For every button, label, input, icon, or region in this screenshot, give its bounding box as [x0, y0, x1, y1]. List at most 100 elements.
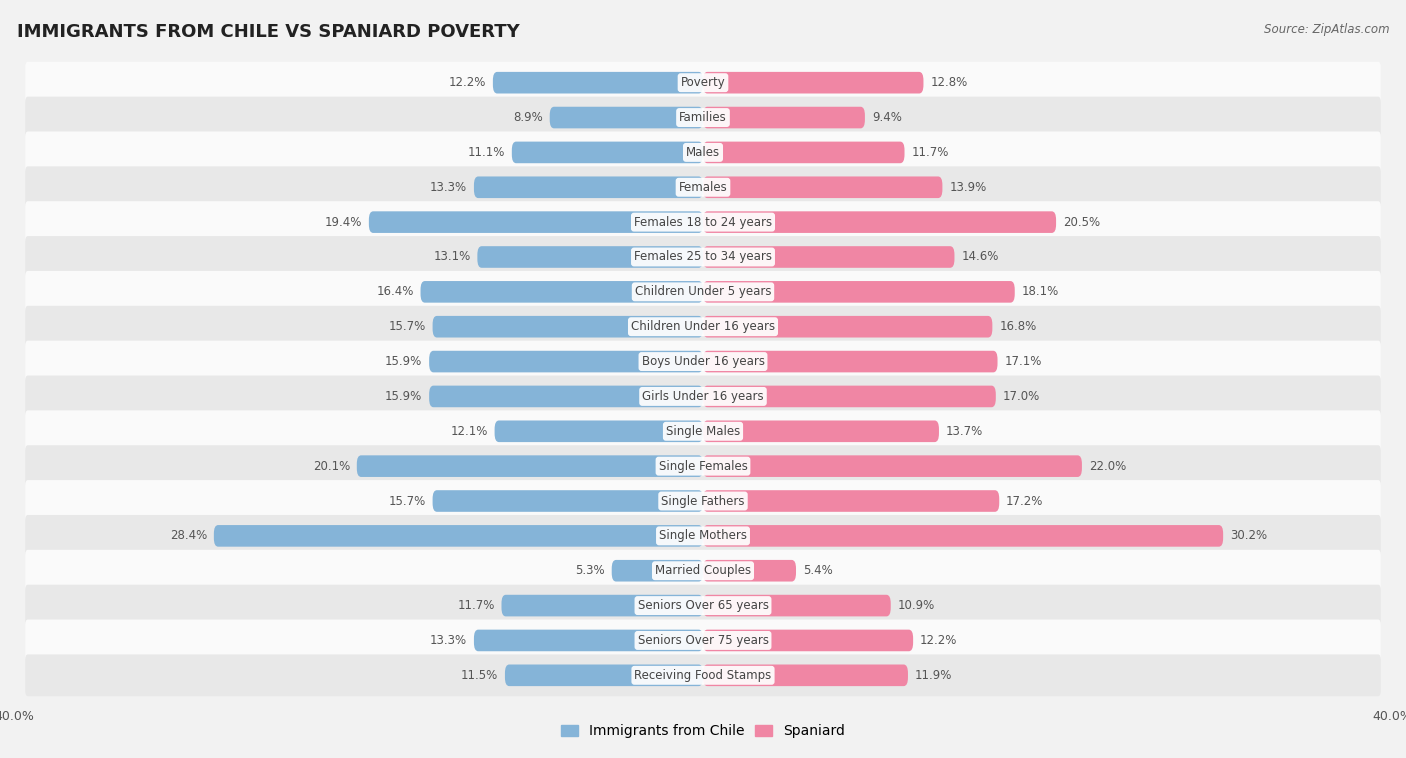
FancyBboxPatch shape — [703, 386, 995, 407]
FancyBboxPatch shape — [25, 236, 1381, 278]
FancyBboxPatch shape — [25, 550, 1381, 592]
Text: 13.7%: 13.7% — [946, 424, 983, 438]
Text: Families: Families — [679, 111, 727, 124]
Text: 17.0%: 17.0% — [1002, 390, 1040, 403]
FancyBboxPatch shape — [703, 665, 908, 686]
Text: 15.9%: 15.9% — [385, 355, 422, 368]
Text: 13.9%: 13.9% — [949, 180, 987, 194]
FancyBboxPatch shape — [474, 177, 703, 198]
Text: 16.4%: 16.4% — [377, 285, 413, 299]
Text: Poverty: Poverty — [681, 77, 725, 89]
Text: Married Couples: Married Couples — [655, 564, 751, 578]
Text: 10.9%: 10.9% — [897, 599, 935, 612]
FancyBboxPatch shape — [703, 246, 955, 268]
FancyBboxPatch shape — [25, 410, 1381, 453]
FancyBboxPatch shape — [703, 630, 912, 651]
FancyBboxPatch shape — [214, 525, 703, 547]
FancyBboxPatch shape — [25, 654, 1381, 697]
FancyBboxPatch shape — [25, 480, 1381, 522]
Text: Seniors Over 65 years: Seniors Over 65 years — [637, 599, 769, 612]
FancyBboxPatch shape — [25, 305, 1381, 348]
FancyBboxPatch shape — [703, 351, 997, 372]
FancyBboxPatch shape — [550, 107, 703, 128]
FancyBboxPatch shape — [703, 142, 904, 163]
Text: 12.2%: 12.2% — [920, 634, 957, 647]
FancyBboxPatch shape — [703, 72, 924, 93]
Text: 15.9%: 15.9% — [385, 390, 422, 403]
FancyBboxPatch shape — [368, 211, 703, 233]
Text: 22.0%: 22.0% — [1088, 459, 1126, 473]
FancyBboxPatch shape — [357, 456, 703, 477]
Text: Seniors Over 75 years: Seniors Over 75 years — [637, 634, 769, 647]
Text: 5.4%: 5.4% — [803, 564, 832, 578]
Text: Females: Females — [679, 180, 727, 194]
FancyBboxPatch shape — [25, 96, 1381, 139]
Text: Single Mothers: Single Mothers — [659, 529, 747, 543]
FancyBboxPatch shape — [25, 445, 1381, 487]
FancyBboxPatch shape — [502, 595, 703, 616]
FancyBboxPatch shape — [703, 211, 1056, 233]
FancyBboxPatch shape — [433, 490, 703, 512]
Text: 20.5%: 20.5% — [1063, 215, 1099, 229]
FancyBboxPatch shape — [25, 340, 1381, 383]
Text: 17.2%: 17.2% — [1007, 494, 1043, 508]
Text: 18.1%: 18.1% — [1022, 285, 1059, 299]
Text: IMMIGRANTS FROM CHILE VS SPANIARD POVERTY: IMMIGRANTS FROM CHILE VS SPANIARD POVERT… — [17, 23, 520, 41]
FancyBboxPatch shape — [612, 560, 703, 581]
FancyBboxPatch shape — [433, 316, 703, 337]
Text: Children Under 5 years: Children Under 5 years — [634, 285, 772, 299]
Text: 11.7%: 11.7% — [457, 599, 495, 612]
Text: Single Fathers: Single Fathers — [661, 494, 745, 508]
FancyBboxPatch shape — [494, 72, 703, 93]
Text: 12.1%: 12.1% — [450, 424, 488, 438]
Text: 20.1%: 20.1% — [312, 459, 350, 473]
Text: 9.4%: 9.4% — [872, 111, 901, 124]
FancyBboxPatch shape — [703, 490, 1000, 512]
FancyBboxPatch shape — [25, 201, 1381, 243]
FancyBboxPatch shape — [25, 584, 1381, 627]
FancyBboxPatch shape — [429, 351, 703, 372]
Text: Children Under 16 years: Children Under 16 years — [631, 320, 775, 334]
Text: 11.1%: 11.1% — [468, 146, 505, 159]
FancyBboxPatch shape — [495, 421, 703, 442]
Text: 15.7%: 15.7% — [388, 494, 426, 508]
Text: Single Males: Single Males — [666, 424, 740, 438]
FancyBboxPatch shape — [474, 630, 703, 651]
Text: Males: Males — [686, 146, 720, 159]
Text: 17.1%: 17.1% — [1004, 355, 1042, 368]
Text: 5.3%: 5.3% — [575, 564, 605, 578]
FancyBboxPatch shape — [703, 107, 865, 128]
FancyBboxPatch shape — [478, 246, 703, 268]
Text: Boys Under 16 years: Boys Under 16 years — [641, 355, 765, 368]
Text: 11.9%: 11.9% — [915, 669, 952, 681]
Text: 13.3%: 13.3% — [430, 180, 467, 194]
Text: 11.7%: 11.7% — [911, 146, 949, 159]
FancyBboxPatch shape — [429, 386, 703, 407]
Text: 13.1%: 13.1% — [433, 250, 471, 264]
Text: Source: ZipAtlas.com: Source: ZipAtlas.com — [1264, 23, 1389, 36]
Text: 14.6%: 14.6% — [962, 250, 998, 264]
FancyBboxPatch shape — [420, 281, 703, 302]
FancyBboxPatch shape — [703, 316, 993, 337]
FancyBboxPatch shape — [703, 525, 1223, 547]
Text: 16.8%: 16.8% — [1000, 320, 1036, 334]
FancyBboxPatch shape — [25, 61, 1381, 104]
Text: 19.4%: 19.4% — [325, 215, 361, 229]
FancyBboxPatch shape — [703, 560, 796, 581]
Text: 8.9%: 8.9% — [513, 111, 543, 124]
Text: Females 25 to 34 years: Females 25 to 34 years — [634, 250, 772, 264]
FancyBboxPatch shape — [703, 281, 1015, 302]
FancyBboxPatch shape — [25, 619, 1381, 662]
FancyBboxPatch shape — [25, 166, 1381, 208]
FancyBboxPatch shape — [703, 595, 891, 616]
Text: 12.2%: 12.2% — [449, 77, 486, 89]
FancyBboxPatch shape — [703, 177, 942, 198]
Text: 12.8%: 12.8% — [931, 77, 967, 89]
Text: 13.3%: 13.3% — [430, 634, 467, 647]
FancyBboxPatch shape — [25, 515, 1381, 557]
FancyBboxPatch shape — [512, 142, 703, 163]
FancyBboxPatch shape — [25, 375, 1381, 418]
FancyBboxPatch shape — [703, 421, 939, 442]
Text: 30.2%: 30.2% — [1230, 529, 1267, 543]
Text: 11.5%: 11.5% — [461, 669, 498, 681]
